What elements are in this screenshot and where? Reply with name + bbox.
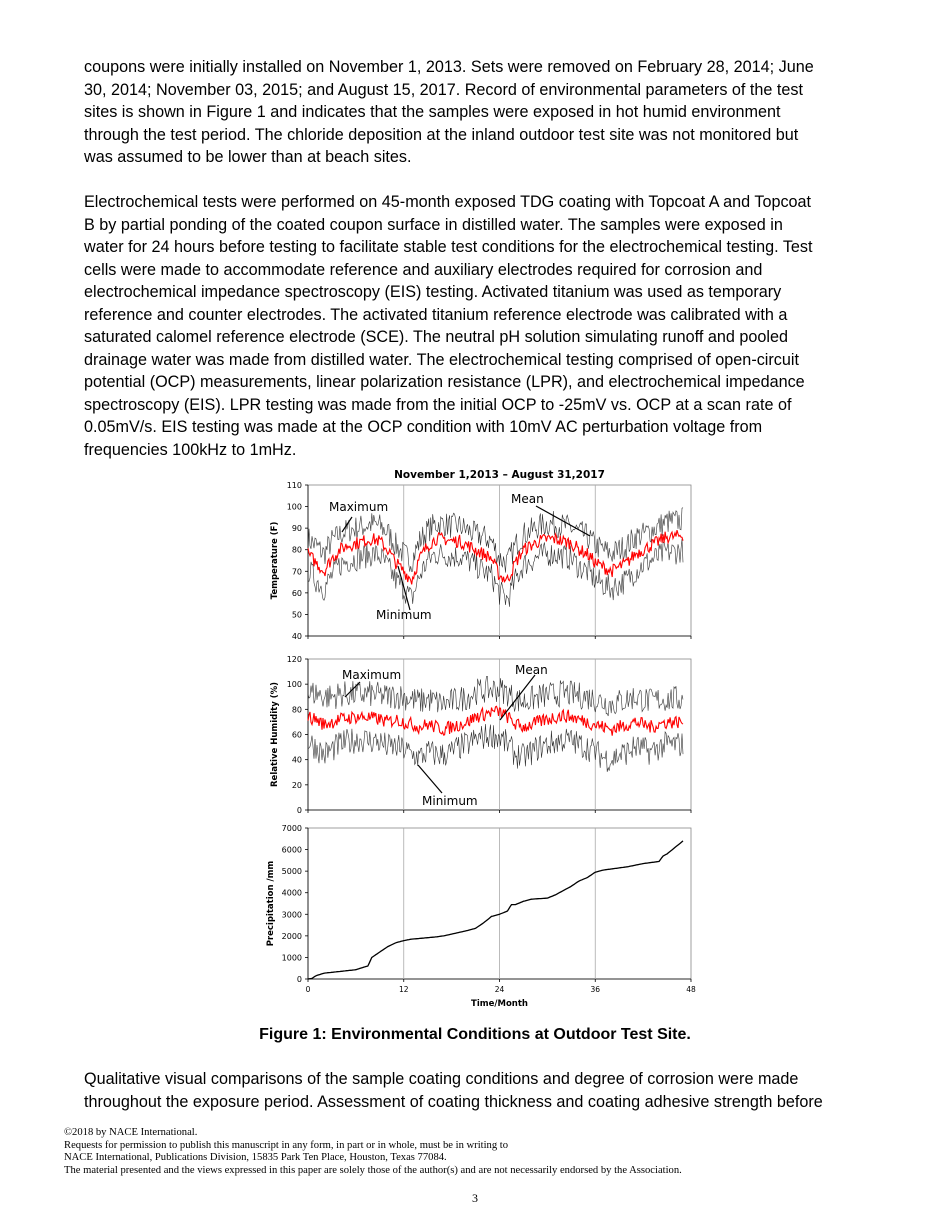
annotation-arrow — [397, 565, 411, 611]
y-tick-label: 110 — [287, 481, 302, 490]
text-line: was assumed to be lower than at beach si… — [84, 148, 412, 166]
chart-title: November 1,2013 – August 31,2017 — [394, 469, 605, 481]
y-tick-label: 1000 — [282, 953, 302, 962]
text-line: 30, 2014; November 03, 2015; and August … — [84, 80, 803, 99]
figure-caption: Figure 1: Environmental Conditions at Ou… — [259, 1026, 691, 1043]
x-axis-label: Time/Month — [471, 999, 528, 1009]
series-line-minimum — [307, 723, 684, 772]
y-tick-label: 2000 — [282, 932, 302, 941]
y-tick-label: 120 — [287, 655, 302, 664]
copyright-footer: ©2018 by NACE International. Requests fo… — [64, 1127, 682, 1177]
footer-line: NACE International, Publications Divisio… — [64, 1152, 447, 1164]
y-axis-label: Relative Humidity (%) — [270, 682, 280, 787]
y-tick-label: 90 — [292, 524, 302, 533]
chart-panel-1 — [305, 658, 692, 813]
y-tick-label: 3000 — [282, 910, 302, 919]
y-axis-label: Precipitation /mm — [266, 861, 276, 947]
footer-line: ©2018 by NACE International. — [64, 1127, 198, 1138]
annotation-minimum: Minimum — [376, 608, 432, 622]
annotation-mean: Mean — [511, 492, 544, 506]
y-tick-label: 20 — [292, 781, 302, 790]
y-tick-label: 80 — [292, 546, 302, 555]
chart-panel-2 — [305, 827, 692, 982]
annotation-minimum: Minimum — [422, 794, 478, 808]
text-line: 0.05mV/s. EIS testing was made at the OC… — [84, 418, 763, 436]
series-line-minimum — [307, 538, 684, 607]
text-line: drainage water was made from distilled w… — [84, 350, 799, 369]
text-line: electrochemical impedance spectroscopy (… — [84, 283, 782, 301]
y-tick-label: 4000 — [282, 889, 302, 898]
footer-line: The material presented and the views exp… — [64, 1164, 682, 1176]
series-line-maximum — [307, 507, 684, 573]
series-line-maximum — [307, 676, 684, 717]
text-line: reference and counter electrodes. The ac… — [84, 305, 788, 324]
y-tick-label: 70 — [292, 567, 302, 576]
y-axis-label: Temperature (F) — [270, 522, 280, 600]
text-line: Electrochemical tests were performed on … — [84, 193, 812, 211]
paragraph-1: coupons were initially installed on Nove… — [84, 56, 874, 169]
x-tick-label: 24 — [495, 985, 505, 994]
y-tick-label: 40 — [292, 632, 302, 641]
text-line: Qualitative visual comparisons of the sa… — [84, 1070, 799, 1088]
series-line-precipitation — [307, 840, 684, 980]
annotation-arrow — [417, 764, 443, 794]
text-line: sites is shown in Figure 1 and indicates… — [84, 103, 781, 121]
y-tick-label: 0 — [297, 806, 302, 815]
y-tick-label: 50 — [292, 610, 302, 619]
series-line-mean — [307, 529, 684, 585]
text-line: B by partial ponding of the coated coupo… — [84, 215, 783, 234]
series-line-mean — [307, 705, 684, 736]
x-tick-label: 0 — [306, 985, 311, 994]
y-tick-label: 5000 — [282, 867, 302, 876]
y-tick-label: 0 — [297, 975, 302, 984]
text-line: spectroscopy (EIS). LPR testing was made… — [84, 395, 792, 414]
y-tick-label: 100 — [287, 680, 302, 689]
y-tick-label: 60 — [292, 589, 302, 598]
annotation-maximum: Maximum — [329, 500, 388, 514]
text-line: cells were made to accommodate reference… — [84, 260, 763, 279]
y-tick-label: 100 — [287, 503, 302, 512]
text-line: potential (OCP) measurements, linear pol… — [84, 373, 805, 391]
annotation-arrow — [341, 516, 353, 533]
text-line: coupons were initially installed on Nove… — [84, 58, 814, 76]
y-tick-label: 40 — [292, 756, 302, 765]
annotation-mean: Mean — [515, 663, 548, 677]
annotation-arrow — [499, 674, 536, 721]
annotation-arrow — [535, 505, 591, 537]
page-number: 3 — [472, 1191, 478, 1205]
chart-panel-0 — [305, 484, 692, 639]
paragraph-3: Qualitative visual comparisons of the sa… — [84, 1068, 874, 1113]
footer-line: Requests for permission to publish this … — [64, 1139, 509, 1151]
text-line: saturated calomel reference electrode (S… — [84, 328, 788, 346]
annotation-maximum: Maximum — [342, 668, 401, 682]
y-tick-label: 60 — [292, 731, 302, 740]
text-line: frequencies 100kHz to 1mHz. — [84, 440, 297, 459]
x-tick-label: 12 — [399, 985, 409, 994]
x-tick-label: 36 — [590, 985, 600, 994]
y-tick-label: 6000 — [282, 846, 302, 855]
y-tick-label: 80 — [292, 705, 302, 714]
annotation-arrow — [344, 681, 361, 698]
x-tick-label: 48 — [686, 985, 696, 994]
text-line: water for 24 hours before testing to fac… — [84, 238, 813, 256]
paragraph-2: Electrochemical tests were performed on … — [84, 191, 874, 461]
text-line: throughout the exposure period. Assessme… — [84, 1092, 823, 1111]
text-line: through the test period. The chloride de… — [84, 125, 799, 144]
y-tick-label: 7000 — [282, 824, 302, 833]
